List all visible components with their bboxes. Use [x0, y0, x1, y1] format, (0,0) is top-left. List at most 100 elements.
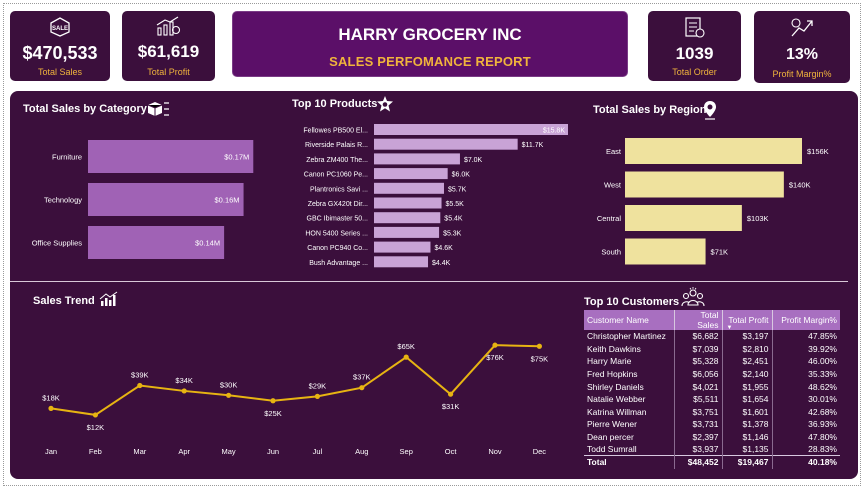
cell-profit-margin: 42.68% [808, 406, 837, 417]
trend-data-label: $31K [442, 402, 460, 411]
table-row: Natalie Webber $5,511 $1,654 30.01% [584, 392, 840, 406]
category-data-label: $0.17M [224, 153, 249, 162]
kpi-total-sales[interactable]: SALE $470,533 Total Sales [10, 11, 110, 81]
product-data-label: $5.3K [443, 230, 462, 237]
product-bar [374, 226, 440, 238]
product-label: Canon PC940 Co... [307, 245, 368, 252]
region-data-label: $71K [711, 248, 729, 257]
people-icon [681, 287, 705, 307]
table-row: Harry Marie $5,328 $2,451 46.00% [584, 355, 840, 368]
boxes-icon [147, 102, 169, 116]
profit-margin-label: Profit Margin% [772, 69, 832, 79]
region-bar [625, 238, 706, 265]
product-bar [374, 197, 442, 209]
cell-total-sales: $3,731 [674, 418, 723, 431]
month-tick-label: May [222, 447, 236, 456]
product-data-label: $5.7K [448, 186, 467, 193]
trend-data-label: $18K [42, 393, 60, 402]
sales-trend-line-chart: $18K Jan $12K Feb $39K Mar $34K Apr $30K May $25K J… [42, 342, 549, 456]
section-divider [10, 281, 848, 282]
product-label: Zebra ZM400 The... [306, 157, 368, 164]
cell-total-profit: $2,140 [722, 367, 773, 381]
star-badge-icon [377, 96, 393, 112]
cell-profit-margin: 47.80% [808, 432, 837, 443]
cell-total-sales: $3,937 [674, 443, 723, 456]
category-bar [88, 140, 254, 173]
cell-total-profit: $1,955 [722, 380, 773, 393]
region-data-label: $103K [747, 214, 769, 223]
region-data-label: $156K [807, 147, 829, 156]
cell-total-sales: $48,452 [674, 455, 723, 469]
cell-total-sales: $5,328 [674, 355, 723, 368]
product-bar [374, 182, 444, 194]
trend-point [48, 405, 54, 411]
product-data-label: $5.4K [444, 216, 463, 223]
product-bar [374, 124, 568, 135]
trend-point [448, 391, 454, 397]
trend-line [50, 344, 540, 416]
kpi-total-order[interactable]: 1039 Total Order [648, 11, 741, 81]
product-label: GBC Ibimaster 50... [307, 216, 369, 223]
month-tick-label: Nov [488, 447, 502, 456]
col-customer-name[interactable]: Customer Name [584, 310, 675, 330]
profit-chart-icon [156, 16, 181, 36]
product-data-label: $6.0K [452, 172, 471, 179]
cell-customer-name: Harry Marie [584, 355, 675, 368]
cell-customer-name: Total [584, 455, 675, 469]
trend-data-label: $34K [175, 376, 193, 385]
region-bar-chart: East $156K West $140K Central $103K South $71K [597, 138, 829, 265]
customers-table-title: Top 10 Customers [584, 296, 680, 308]
col-total-profit[interactable]: Total Profit ▼ [722, 310, 773, 331]
location-pin-icon [704, 101, 716, 120]
trend-data-label: $37K [353, 373, 371, 382]
col-profit-margin[interactable]: Profit Margin% [772, 310, 840, 330]
table-total-row: Total $48,452 $19,467 40.18% [584, 455, 840, 469]
month-tick-label: Mar [133, 447, 146, 456]
col-total-sales[interactable]: Total Sales [674, 310, 723, 330]
cell-customer-name: Natalie Webber [584, 392, 675, 406]
trend-chart-icon [99, 291, 118, 306]
product-bar [374, 212, 441, 224]
table-row: Shirley Daniels $4,021 $1,955 48.62% [584, 380, 840, 393]
profit-margin-value: 13% [785, 46, 819, 63]
category-label: Furniture [52, 153, 82, 162]
trend-data-label: $39K [131, 370, 149, 379]
cell-total-profit: $3,197 [722, 330, 773, 343]
product-bar [374, 138, 518, 150]
cell-total-profit: $19,467 [722, 455, 773, 469]
cell-total-sales: $2,397 [674, 430, 723, 444]
report-frame [3, 3, 861, 486]
trend-point [92, 412, 98, 418]
trend-point [270, 398, 276, 404]
product-label: HON 5400 Series ... [305, 230, 368, 237]
category-bar [88, 226, 225, 259]
trend-data-label: $30K [220, 380, 238, 389]
cell-total-profit: $2,810 [722, 342, 773, 356]
product-data-label: $4.6K [434, 245, 453, 252]
trend-point [536, 343, 543, 349]
region-label: Central [597, 214, 622, 223]
table-row: Keith Dawkins $7,039 $2,810 39.92% [584, 342, 840, 356]
trend-data-label: $25K [264, 409, 282, 418]
cell-total-profit: $1,146 [722, 430, 773, 444]
trend-point [492, 342, 498, 348]
svg-text:SALE: SALE [52, 26, 68, 32]
month-tick-label: Sep [400, 447, 413, 456]
sort-descending-icon: ▼ [726, 325, 733, 331]
cell-total-profit: $1,378 [722, 418, 773, 431]
trend-data-label: $75K [531, 354, 549, 363]
cell-customer-name: Christopher Martinez [584, 330, 675, 343]
cell-customer-name: Keith Dawkins [584, 342, 675, 356]
region-chart-title: Total Sales by Region [593, 104, 707, 116]
product-data-label: $7.0K [464, 157, 483, 164]
product-data-label: $11.7K [522, 142, 544, 149]
category-chart-title: Total Sales by Category [23, 103, 147, 115]
cell-total-sales: $5,511 [674, 392, 723, 406]
product-label: Canon PC1060 Pe... [304, 172, 368, 179]
table-row: Dean percer $2,397 $1,146 47.80% [584, 430, 840, 444]
trend-point [403, 354, 409, 360]
kpi-total-profit[interactable]: $61,619 Total Profit [122, 11, 215, 81]
trend-chart-title: Sales Trend [33, 295, 95, 307]
cell-customer-name: Fred Hopkins [584, 367, 675, 381]
kpi-profit-margin[interactable]: 13% Profit Margin% [754, 11, 850, 83]
